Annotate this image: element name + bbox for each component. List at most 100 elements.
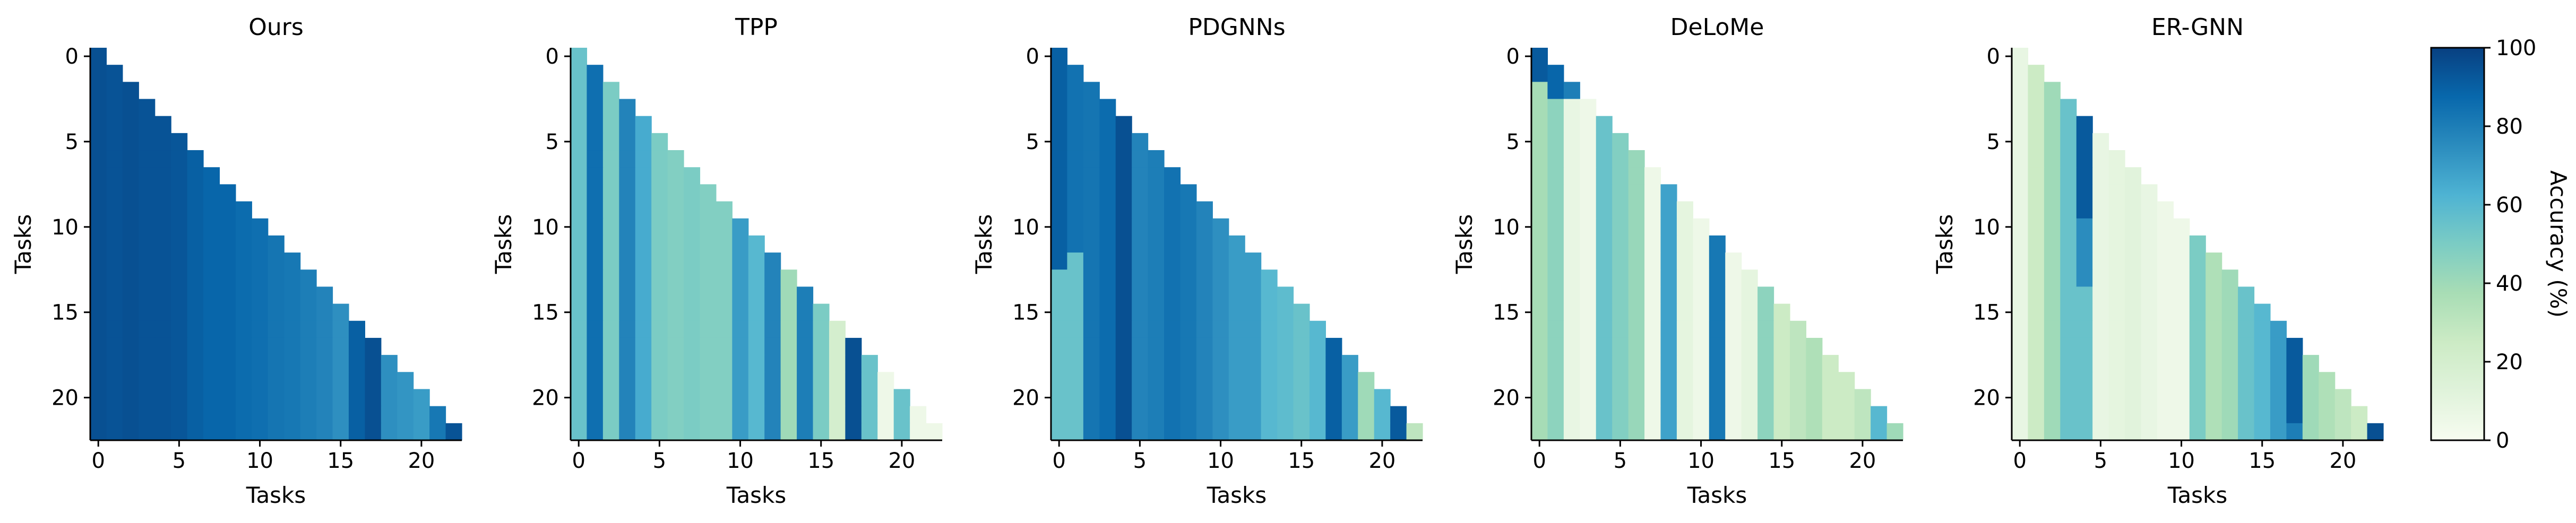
y-tick-label: 5 — [65, 130, 79, 154]
heatmap-cell — [2076, 423, 2093, 441]
heatmap-cell — [1228, 303, 1245, 321]
x-axis-label: Tasks — [2167, 482, 2228, 508]
heatmap-cell — [90, 372, 107, 390]
heatmap-cell — [2060, 116, 2077, 134]
heatmap-cell — [397, 406, 414, 424]
heatmap-cell — [1709, 389, 1726, 407]
heatmap-cell — [203, 269, 220, 287]
heatmap-cell — [1660, 201, 1677, 219]
heatmap-cell — [268, 423, 285, 441]
x-tick-label: 5 — [173, 449, 186, 473]
heatmap-cell — [1531, 423, 1548, 441]
heatmap-cell — [1067, 303, 1084, 321]
heatmap-cell — [1132, 337, 1149, 355]
heatmap-cell — [732, 389, 749, 407]
heatmap-cell — [700, 201, 717, 219]
heatmap-cell — [171, 406, 188, 424]
heatmap-cell — [2076, 372, 2093, 390]
heatmap-cell — [1309, 355, 1326, 372]
heatmap-cell — [1212, 355, 1229, 372]
heatmap-cell — [2173, 355, 2190, 372]
heatmap-cell — [1693, 320, 1710, 338]
heatmap-cell — [1773, 303, 1790, 321]
heatmap-cell — [2092, 406, 2109, 424]
heatmap-cell — [171, 235, 188, 253]
heatmap-cell — [635, 150, 652, 168]
heatmap-cell — [1051, 184, 1068, 202]
heatmap-cell — [2044, 82, 2061, 100]
heatmap-cell — [1148, 355, 1165, 372]
heatmap-cell — [1115, 150, 1132, 168]
heatmap-cell — [235, 320, 252, 338]
heatmap-cell — [2108, 372, 2125, 390]
heatmap-cell — [732, 218, 749, 236]
heatmap-cell — [316, 320, 333, 338]
heatmap-cell — [187, 389, 204, 407]
heatmap-cell — [268, 337, 285, 355]
heatmap-cell — [1563, 355, 1580, 372]
heatmap-cell — [171, 184, 188, 202]
heatmap-cell — [2238, 372, 2255, 390]
heatmap-cell — [381, 355, 398, 372]
heatmap-cell — [122, 355, 139, 372]
heatmap-cell — [2108, 389, 2125, 407]
heatmap-cell — [684, 201, 701, 219]
heatmap-cell — [1531, 218, 1548, 236]
heatmap-cell — [106, 389, 123, 407]
heatmap-cell — [122, 406, 139, 424]
heatmap-cell — [1660, 372, 1677, 390]
heatmap-cell — [2044, 423, 2061, 441]
x-tick-label: 5 — [1614, 449, 1627, 473]
colorbar-tick-label: 60 — [2496, 193, 2523, 217]
heatmap-cell — [2012, 269, 2029, 287]
heatmap-cell — [1580, 150, 1597, 168]
heatmap-cell — [90, 133, 107, 151]
heatmap-cell — [2076, 355, 2093, 372]
heatmap-cell — [587, 218, 604, 236]
heatmap-cell — [348, 355, 365, 372]
heatmap-cell — [139, 150, 156, 168]
heatmap-cell — [2141, 201, 2158, 219]
heatmap-cell — [1358, 406, 1375, 424]
heatmap-cell — [587, 355, 604, 372]
heatmap-cell — [187, 406, 204, 424]
heatmap-cell — [602, 218, 619, 236]
heatmap-cell — [203, 218, 220, 236]
heatmap-cell — [700, 389, 717, 407]
heatmap-cell — [1660, 235, 1677, 253]
heatmap-cell — [1660, 269, 1677, 287]
heatmap-cell — [1196, 389, 1213, 407]
heatmap-cell — [571, 218, 588, 236]
x-tick-label: 10 — [727, 449, 754, 473]
heatmap-cell — [2189, 286, 2206, 304]
heatmap-cell — [1051, 167, 1068, 185]
heatmap-cell — [1164, 167, 1181, 185]
heatmap-cell — [235, 389, 252, 407]
heatmap-cell — [1547, 82, 1564, 100]
heatmap-cell — [861, 389, 878, 407]
heatmap-cell — [2173, 320, 2190, 338]
heatmap-cell — [1067, 372, 1084, 390]
heatmap-cell — [1531, 48, 1548, 65]
heatmap-cell — [1871, 423, 1888, 441]
heatmap-cell — [1580, 303, 1597, 321]
heatmap-cell — [316, 423, 333, 441]
heatmap-cell — [90, 116, 107, 134]
heatmap-cell — [1212, 235, 1229, 253]
y-tick-label: 5 — [1506, 130, 1520, 154]
heatmap-cell — [635, 133, 652, 151]
heatmap-cell — [1390, 423, 1407, 441]
heatmap-cell — [1099, 150, 1116, 168]
heatmap-cell — [1099, 389, 1116, 407]
heatmap-cell — [602, 201, 619, 219]
heatmap-cell — [1115, 252, 1132, 270]
x-tick-label: 0 — [1052, 449, 1065, 473]
y-axis-label: Tasks — [1932, 214, 1958, 275]
colorbar-tick-label: 100 — [2496, 36, 2536, 60]
heatmap-cell — [2012, 218, 2029, 236]
heatmap-cell — [2221, 286, 2238, 304]
heatmap-cell — [2141, 372, 2158, 390]
x-tick-label: 20 — [2329, 449, 2356, 473]
heatmap-cell — [813, 372, 830, 390]
heatmap-cell — [1693, 286, 1710, 304]
